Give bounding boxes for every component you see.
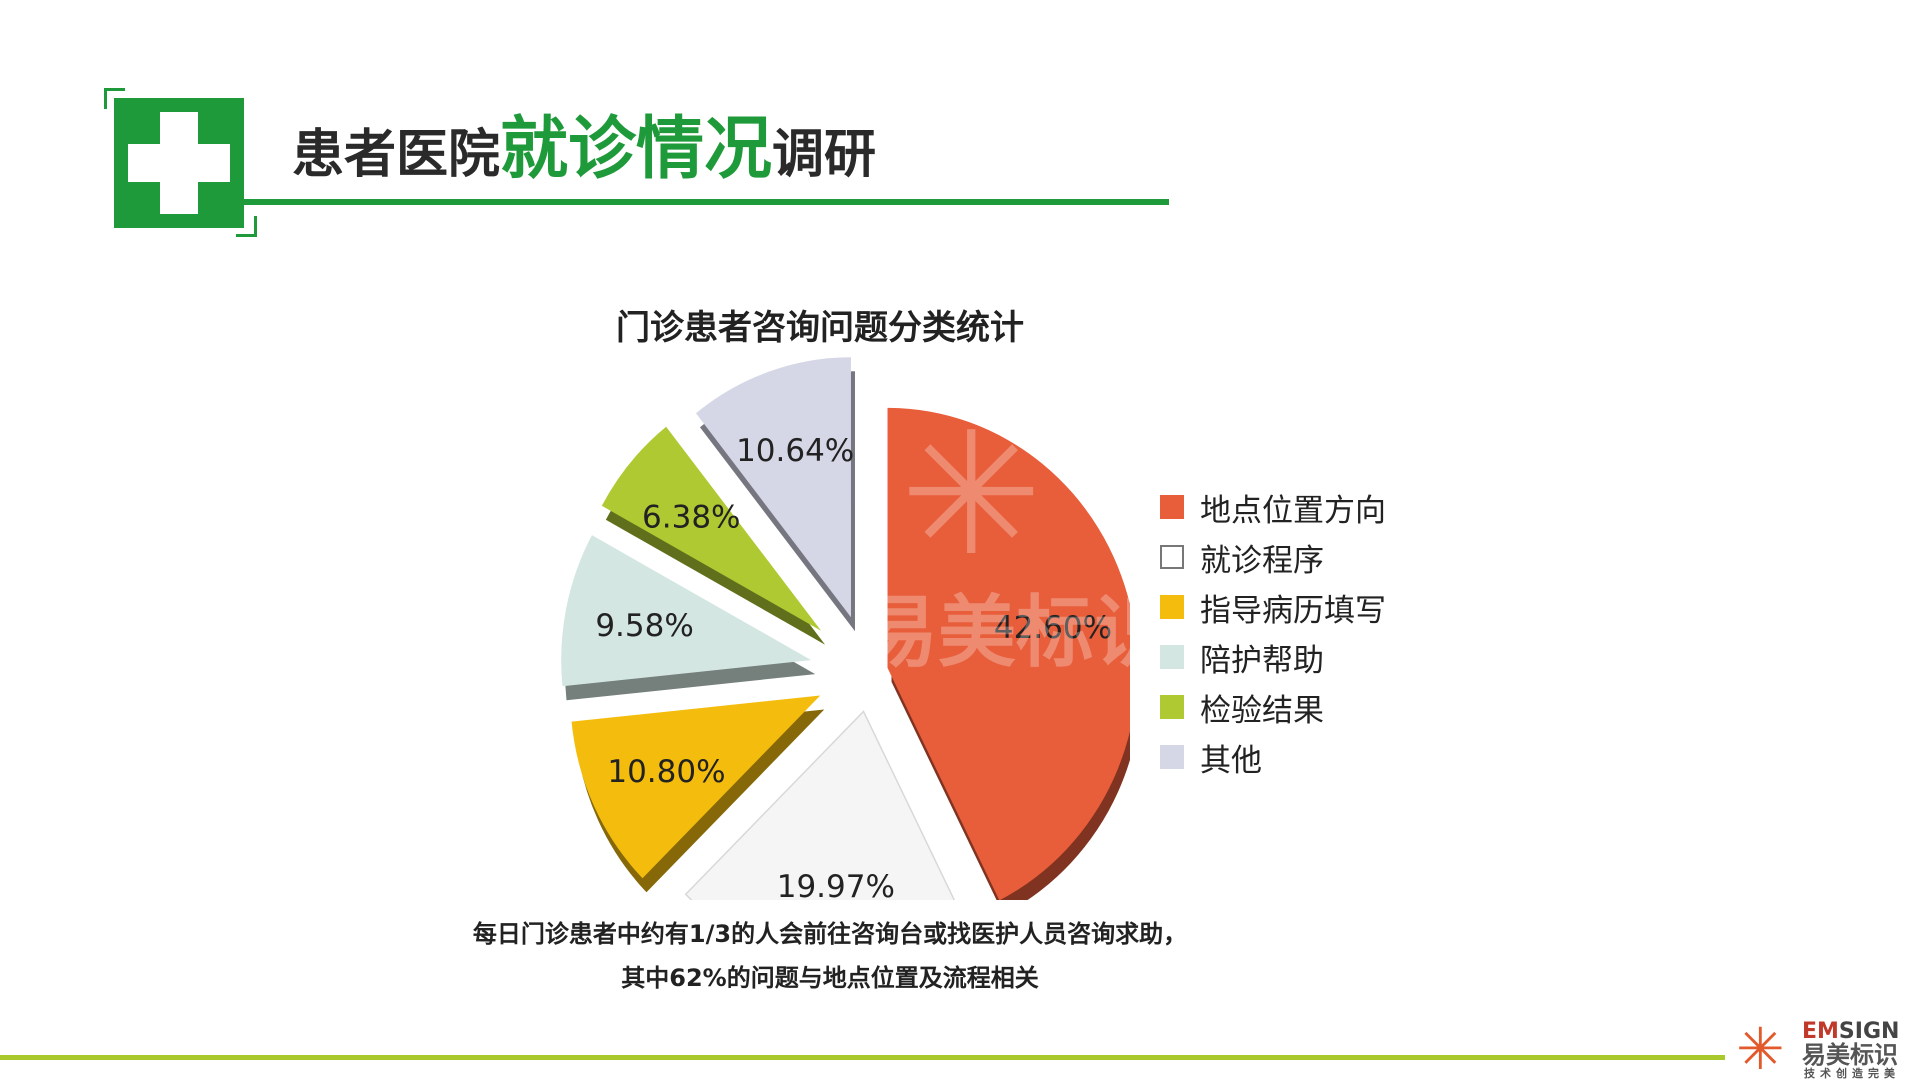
logo-chinese-name: 易美标识 xyxy=(1802,1041,1898,1069)
medical-cross-icon xyxy=(114,98,244,228)
logo-slogan: 技术创造完美 xyxy=(1804,1067,1900,1080)
legend-item-4: 陪护帮助 xyxy=(1160,632,1386,682)
pie-label-2: 19.97% xyxy=(777,869,895,900)
frame-corner-top-left xyxy=(104,88,125,109)
chart-legend: 地点位置方向 就诊程序指导病历填写 陪护帮助检验结果其他 xyxy=(1160,482,1386,782)
legend-label-3: 指导病历填写 xyxy=(1200,592,1386,629)
pie-label-3: 10.80% xyxy=(607,754,725,790)
pie-slice-1 xyxy=(887,407,1130,900)
legend-swatch-6 xyxy=(1160,745,1184,769)
frame-corner-bottom-right xyxy=(236,216,257,237)
title-part-3: 调研 xyxy=(772,125,877,185)
logo-em: EM xyxy=(1802,1019,1839,1044)
title-part-1: 患者医院 xyxy=(292,125,501,185)
pie-label-4: 9.58% xyxy=(595,608,693,644)
pie-slice-4 xyxy=(561,535,816,701)
pie-slice-5 xyxy=(601,426,826,645)
header: 患者医院就诊情况调研 xyxy=(0,0,1920,250)
legend-item-1: 地点位置方向 xyxy=(1160,482,1386,532)
logo-sign: SIGN xyxy=(1838,1019,1900,1044)
pie-chart: 42.60% 19.97% 10.80% 9.58% 6.38% 10.64% xyxy=(561,357,1130,900)
chart-title: 门诊患者咨询问题分类统计 xyxy=(616,308,1024,348)
title-part-2: 就诊情况 xyxy=(500,110,773,189)
legend-label-4: 陪护帮助 xyxy=(1200,642,1324,679)
legend-swatch-4 xyxy=(1160,645,1184,669)
brand-logo: ✳ EMSIGN 易美标识 技术创造完美 xyxy=(1736,1020,1916,1080)
legend-label-2: 就诊程序 xyxy=(1200,542,1324,579)
legend-swatch-2 xyxy=(1160,545,1184,569)
legend-label-1: 地点位置方向 xyxy=(1200,492,1386,529)
legend-item-6: 其他 xyxy=(1160,732,1386,782)
logo-english-name: EMSIGN xyxy=(1802,1020,1899,1044)
page-title: 患者医院就诊情况调研 xyxy=(292,110,876,190)
legend-swatch-5 xyxy=(1160,695,1184,719)
logo-star-icon: ✳ xyxy=(1736,1015,1785,1083)
legend-label-5: 检验结果 xyxy=(1200,692,1324,729)
legend-item-5: 检验结果 xyxy=(1160,682,1386,732)
caption-line-1: 每日门诊患者中约有1/3的人会前往咨询台或找医护人员咨询求助， xyxy=(472,920,1188,948)
title-underline xyxy=(244,199,1169,205)
caption-line-2: 其中62%的问题与地点位置及流程相关 xyxy=(621,964,1039,992)
footer-divider xyxy=(0,1055,1725,1060)
pie-label-6: 10.64% xyxy=(736,433,854,469)
chart-caption: 每日门诊患者中约有1/3的人会前往咨询台或找医护人员咨询求助， 其中62%的问题… xyxy=(380,912,1280,1000)
legend-label-6: 其他 xyxy=(1200,742,1262,779)
pie-slice-6 xyxy=(695,357,855,632)
pie-slice-2 xyxy=(684,710,956,900)
pie-label-5: 6.38% xyxy=(642,500,740,536)
legend-swatch-3 xyxy=(1160,595,1184,619)
legend-item-2: 就诊程序 xyxy=(1160,532,1386,582)
legend-swatch-1 xyxy=(1160,495,1184,519)
legend-item-3: 指导病历填写 xyxy=(1160,582,1386,632)
pie-slice-3 xyxy=(571,695,825,893)
pie-label-1: 42.60% xyxy=(994,610,1112,646)
